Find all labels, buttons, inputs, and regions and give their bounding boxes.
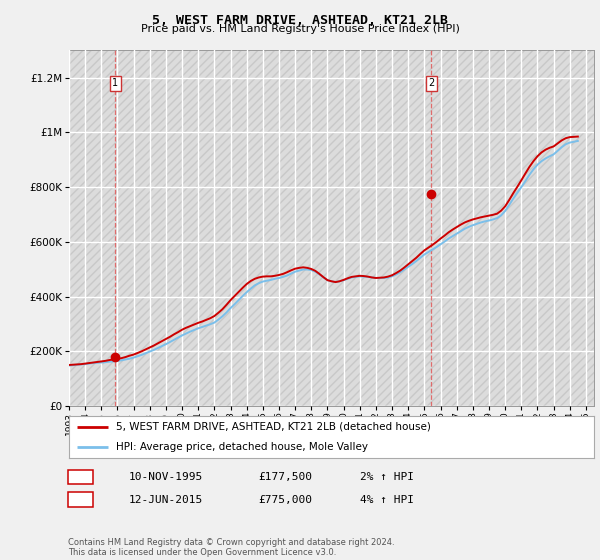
Text: 1: 1 (77, 472, 84, 482)
Text: 2% ↑ HPI: 2% ↑ HPI (360, 472, 414, 482)
Text: 2: 2 (428, 78, 434, 88)
Text: HPI: Average price, detached house, Mole Valley: HPI: Average price, detached house, Mole… (116, 442, 368, 452)
Text: 10-NOV-1995: 10-NOV-1995 (129, 472, 203, 482)
Text: 12-JUN-2015: 12-JUN-2015 (129, 494, 203, 505)
Text: Contains HM Land Registry data © Crown copyright and database right 2024.
This d: Contains HM Land Registry data © Crown c… (68, 538, 394, 557)
Text: 4% ↑ HPI: 4% ↑ HPI (360, 494, 414, 505)
Text: £775,000: £775,000 (258, 494, 312, 505)
Text: £177,500: £177,500 (258, 472, 312, 482)
Text: 5, WEST FARM DRIVE, ASHTEAD, KT21 2LB: 5, WEST FARM DRIVE, ASHTEAD, KT21 2LB (152, 14, 448, 27)
Text: 5, WEST FARM DRIVE, ASHTEAD, KT21 2LB (detached house): 5, WEST FARM DRIVE, ASHTEAD, KT21 2LB (d… (116, 422, 431, 432)
Text: 2: 2 (77, 494, 84, 505)
Text: 1: 1 (112, 78, 118, 88)
Text: Price paid vs. HM Land Registry's House Price Index (HPI): Price paid vs. HM Land Registry's House … (140, 24, 460, 34)
